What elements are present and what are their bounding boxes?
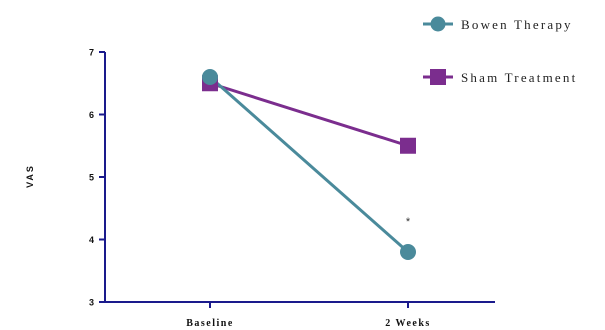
significance-marker: * [406, 216, 411, 228]
y-tick-label: 5 [89, 173, 94, 183]
legend-swatch-marker [430, 69, 446, 85]
axes [104, 52, 495, 303]
y-tick-label: 7 [89, 48, 94, 58]
annotations: * [406, 216, 411, 228]
y-tick-label: 6 [89, 110, 94, 120]
series-markers [202, 69, 416, 260]
x-tick-label: Baseline [186, 318, 234, 329]
data-point [202, 69, 218, 85]
series-line [209, 81, 409, 148]
x-tick-label: 2 Weeks [385, 318, 431, 329]
y-tick-label: 3 [89, 298, 94, 308]
legend-label: Bowen Therapy [461, 17, 573, 32]
series-lines [209, 75, 409, 254]
y-ticks: 3 4 5 6 7 [89, 48, 105, 308]
legend-label: Sham Treatment [461, 70, 577, 85]
y-tick-label: 4 [89, 235, 94, 245]
y-axis-title: VAS [25, 164, 35, 188]
series-line [209, 75, 409, 254]
legend-swatch-marker [430, 16, 446, 32]
data-point [400, 244, 416, 260]
x-ticks: Baseline 2 Weeks [186, 302, 431, 329]
legend: Bowen Therapy Sham Treatment [423, 16, 577, 85]
data-point [400, 137, 416, 154]
